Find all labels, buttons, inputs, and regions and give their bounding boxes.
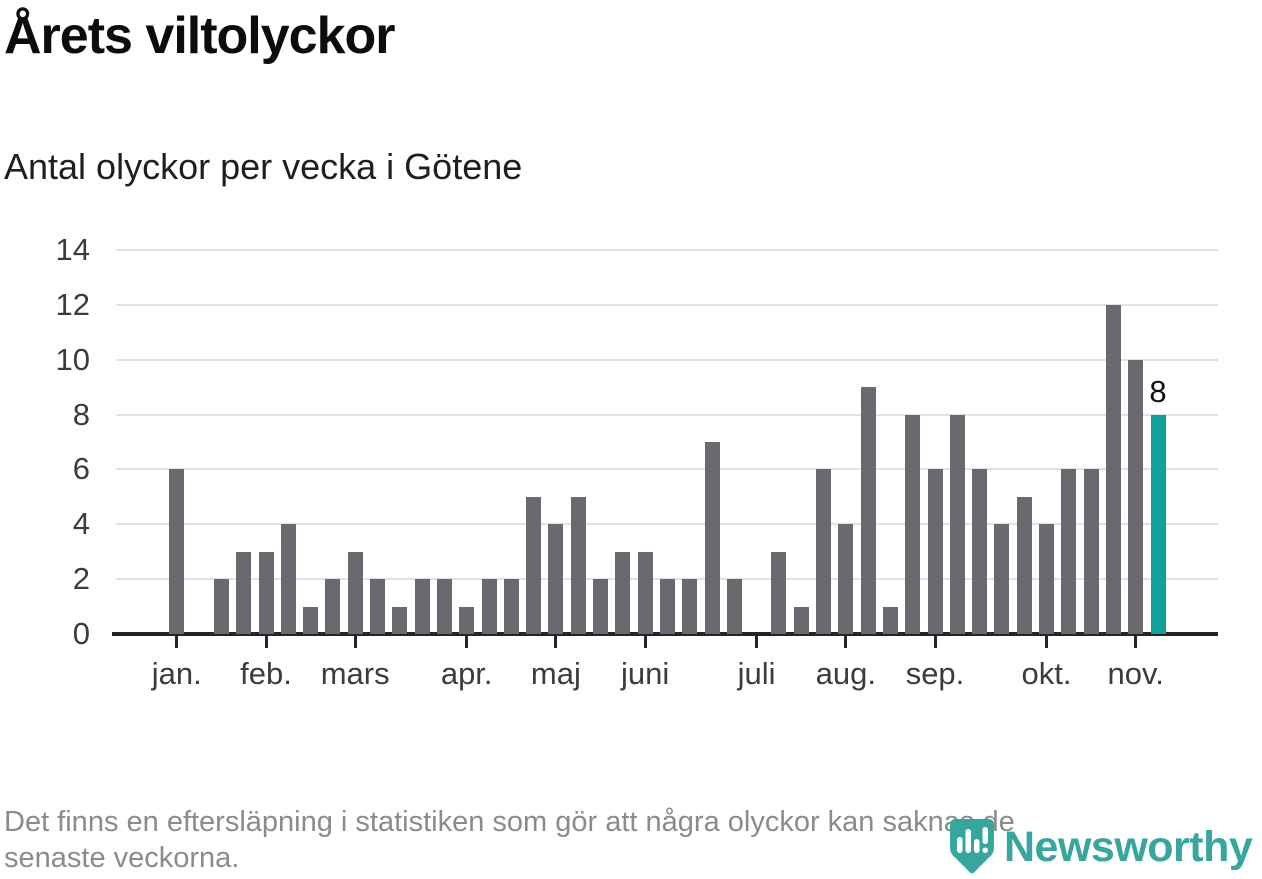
y-axis-label-0: 0	[72, 616, 90, 651]
bar-week-42	[1083, 469, 1099, 634]
x-axis-label-nov: nov.	[1107, 656, 1164, 691]
bar-week-24	[682, 579, 698, 634]
y-axis-label-2: 2	[72, 561, 90, 597]
bar-week-6	[280, 524, 296, 634]
last-value-label: 8	[1149, 374, 1167, 409]
bar-week-25	[704, 442, 720, 634]
x-axis-label-okt: okt.	[1021, 656, 1072, 691]
y-axis-label-14: 14	[55, 232, 90, 267]
bar-week-41	[1061, 469, 1077, 634]
gridline-y-10	[116, 358, 1218, 361]
newsworthy-pin-barchart-icon	[950, 819, 994, 874]
x-tick-jan	[175, 634, 179, 648]
y-axis-label-8: 8	[72, 396, 90, 432]
bar-week-45-highlight	[1150, 414, 1166, 634]
x-axis-label-feb: feb.	[240, 656, 292, 691]
bar-week-4	[236, 551, 252, 634]
x-axis-label-sep: sep.	[905, 656, 965, 691]
x-tick-feb	[264, 634, 268, 648]
bar-week-11	[392, 606, 408, 634]
x-axis-line	[112, 632, 1218, 636]
bar-week-43	[1105, 304, 1121, 634]
bar-week-9	[347, 551, 363, 634]
gridline-y-6	[116, 468, 1218, 471]
x-tick-sep	[933, 634, 937, 648]
bar-week-26	[726, 579, 742, 634]
x-axis-label-jan: jan.	[151, 656, 202, 691]
bar-week-40	[1039, 524, 1054, 634]
bar-week-32	[860, 387, 876, 634]
bar-week-15	[481, 579, 497, 634]
footer-note: Det finns en eftersläpning i statistiken…	[4, 806, 1015, 874]
y-axis-label-10: 10	[55, 341, 90, 377]
gridline-y-4	[116, 523, 1218, 526]
bar-week-39	[1016, 496, 1032, 634]
gridline-y-12	[116, 303, 1218, 306]
bar-week-16	[503, 579, 519, 634]
x-tick-mars	[353, 634, 357, 648]
y-axis-label-12: 12	[55, 286, 90, 322]
x-axis-label-maj: maj	[530, 656, 581, 691]
bar-week-19	[570, 496, 586, 634]
bar-week-1	[169, 469, 185, 634]
bar-week-18	[548, 524, 564, 634]
bar-week-21	[615, 551, 631, 634]
bar-week-7	[303, 606, 319, 634]
x-tick-juli	[755, 634, 759, 648]
x-axis-label-mars: mars	[320, 656, 390, 691]
x-tick-aug	[844, 634, 848, 648]
newsworthy-logo: Newsworthy	[948, 818, 1253, 878]
bar-week-44	[1128, 359, 1144, 634]
x-axis-label-aug: aug.	[815, 656, 876, 691]
x-tick-okt	[1045, 634, 1048, 648]
bar-week-35	[927, 469, 943, 634]
bar-week-34	[905, 414, 921, 634]
bar-week-33	[882, 606, 898, 634]
gridline-y-14	[116, 249, 1218, 251]
bar-week-13	[436, 579, 452, 634]
newsworthy-wordmark: Newsworthy	[1004, 823, 1253, 871]
bar-week-3	[213, 579, 229, 634]
bar-week-17	[526, 496, 542, 634]
x-tick-maj	[554, 634, 558, 648]
y-axis-label-4: 4	[72, 506, 90, 542]
x-axis-label-juli: juli	[737, 656, 776, 691]
bar-week-23	[659, 579, 675, 634]
bar-week-38	[994, 524, 1010, 634]
page-title: Årets viltolyckor	[4, 7, 395, 65]
bar-week-8	[325, 579, 341, 634]
gridline-y-8	[116, 413, 1218, 416]
bar-week-37	[972, 469, 988, 634]
bar-week-31	[838, 524, 854, 634]
x-axis-label-apr: apr.	[440, 656, 493, 691]
x-tick-juni	[643, 634, 647, 648]
bar-week-30	[816, 469, 831, 634]
bar-week-28	[771, 551, 787, 634]
bar-week-14	[459, 606, 475, 634]
bar-week-12	[414, 579, 430, 634]
x-axis-label-juni: juni	[620, 656, 670, 691]
bar-week-22	[637, 551, 653, 634]
bar-week-36	[949, 414, 965, 634]
y-axis-label-6: 6	[72, 451, 90, 487]
bar-week-29	[793, 606, 809, 634]
bar-week-20	[593, 579, 608, 634]
x-tick-apr	[465, 634, 469, 648]
chart-subtitle: Antal olyckor per vecka i Götene	[4, 146, 523, 187]
x-tick-nov	[1134, 634, 1138, 648]
bar-week-5	[258, 551, 274, 634]
bar-week-10	[370, 579, 385, 634]
